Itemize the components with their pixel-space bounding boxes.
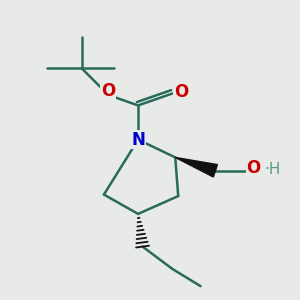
Text: N: N: [131, 130, 145, 148]
Text: O: O: [101, 82, 116, 100]
Polygon shape: [175, 158, 218, 177]
Text: ·H: ·H: [264, 162, 281, 177]
Text: O: O: [247, 159, 261, 177]
Text: O: O: [174, 83, 188, 101]
